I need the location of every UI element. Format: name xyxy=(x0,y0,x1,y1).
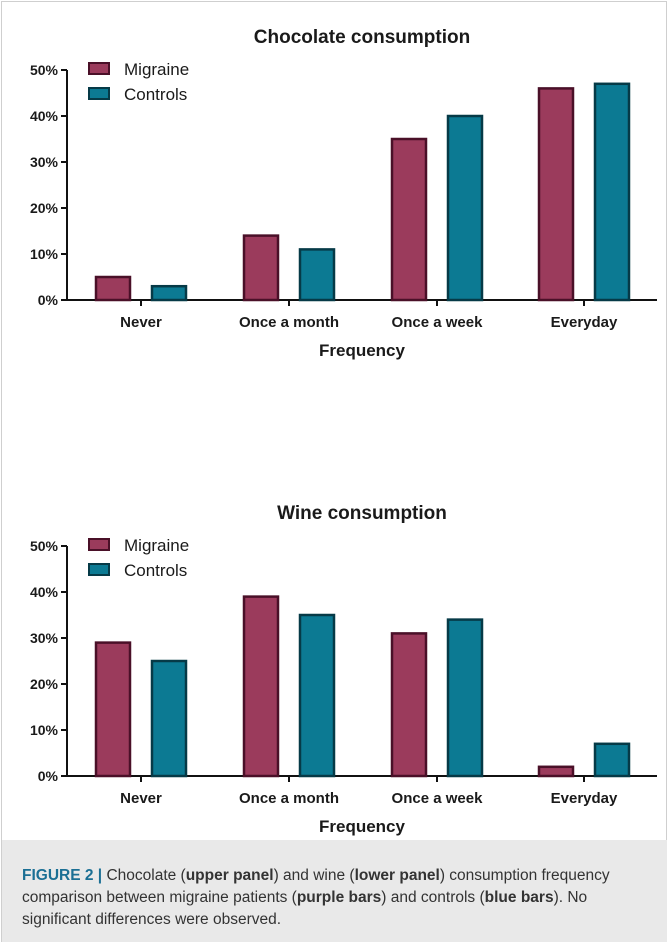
caption-text: ) and controls ( xyxy=(381,889,485,906)
y-tick-label: 20% xyxy=(30,676,59,692)
bar-migraine xyxy=(537,765,575,778)
caption-text: ) consumption frequency comparison betwe… xyxy=(22,867,610,906)
caption-bold: lower panel xyxy=(354,867,440,884)
chocolate-chart: Chocolate consumption 0% 10% 20% 30% 40% 50% Ne… xyxy=(30,27,657,360)
legend-label: Migraine xyxy=(124,60,189,79)
y-tick-label: 40% xyxy=(30,584,59,600)
chart-title: Chocolate consumption xyxy=(254,27,470,48)
bar-migraine xyxy=(242,595,280,778)
caption-bold: upper panel xyxy=(185,867,274,884)
bar-migraine xyxy=(390,137,428,302)
bar-migraine xyxy=(94,275,132,302)
bar-controls xyxy=(298,613,336,778)
wine-chart: Wine consumption 0% 10% 20% 30% 40% 50% Never On… xyxy=(30,503,657,836)
legend-swatch-migraine xyxy=(88,538,110,551)
bar-controls xyxy=(593,742,631,778)
bar-controls xyxy=(593,82,631,302)
bar-controls xyxy=(150,659,188,778)
caption-bold: blue bars xyxy=(484,889,554,906)
y-tick-label: 50% xyxy=(30,62,59,78)
x-tick-label: Once a month xyxy=(239,314,339,331)
y-tick-label: 30% xyxy=(30,154,59,170)
caption-label: FIGURE 2 | xyxy=(22,867,103,884)
x-axis-label: Frequency xyxy=(319,341,406,360)
caption-text: ) and wine ( xyxy=(273,867,355,884)
bar-controls xyxy=(446,618,484,778)
legend-label: Controls xyxy=(124,85,187,104)
x-tick-label: Once a week xyxy=(392,790,484,807)
y-tick-label: 20% xyxy=(30,200,59,216)
bar-migraine xyxy=(94,641,132,778)
y-tick-label: 0% xyxy=(38,292,59,308)
bar-migraine xyxy=(242,234,280,302)
y-tick-label: 40% xyxy=(30,108,59,124)
x-tick-label: Never xyxy=(120,314,162,331)
caption-text: Chocolate ( xyxy=(102,867,186,884)
x-tick-label: Once a week xyxy=(392,314,484,331)
x-axis-label: Frequency xyxy=(319,817,406,836)
caption-text: ). No significant differences were obser… xyxy=(22,889,588,928)
x-tick-label: Never xyxy=(120,790,162,807)
chart-title: Wine consumption xyxy=(277,503,447,524)
figure-caption: FIGURE 2 | Chocolate (upper panel) and w… xyxy=(2,840,667,942)
bar-controls xyxy=(150,284,188,302)
caption-bold: purple bars xyxy=(296,889,382,906)
legend-label: Controls xyxy=(124,561,187,580)
bar-controls xyxy=(298,248,336,302)
y-tick-label: 30% xyxy=(30,630,59,646)
y-tick-label: 10% xyxy=(30,246,59,262)
x-tick-label: Everyday xyxy=(551,314,618,331)
y-tick-label: 0% xyxy=(38,768,59,784)
legend-swatch-controls xyxy=(88,87,110,100)
x-tick-label: Everyday xyxy=(551,790,618,807)
bar-controls xyxy=(446,114,484,302)
legend-label: Migraine xyxy=(124,536,189,555)
bar-migraine xyxy=(390,632,428,778)
legend-swatch-controls xyxy=(88,563,110,576)
x-tick-label: Once a month xyxy=(239,790,339,807)
legend-swatch-migraine xyxy=(88,62,110,75)
y-tick-label: 10% xyxy=(30,722,59,738)
bar-migraine xyxy=(537,87,575,302)
y-tick-label: 50% xyxy=(30,538,59,554)
